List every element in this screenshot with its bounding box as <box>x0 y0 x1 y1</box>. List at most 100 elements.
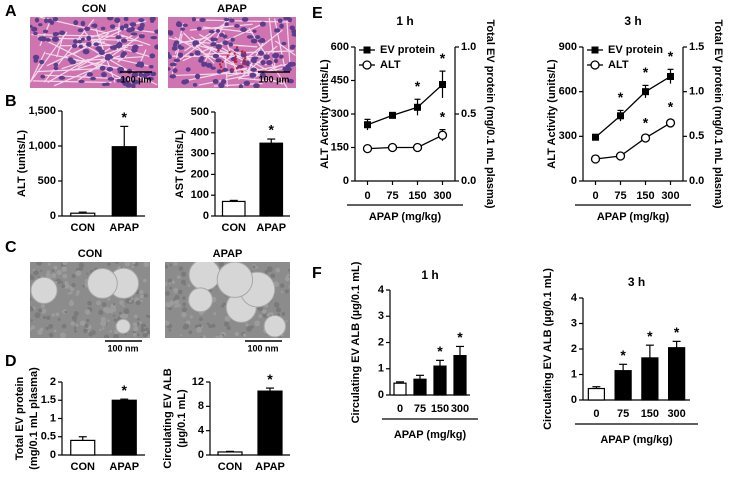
grain <box>103 334 110 338</box>
y2-tick-label: 0.5 <box>461 108 476 120</box>
nucleus <box>89 76 97 81</box>
y-tick-label: 500 <box>38 175 56 187</box>
legend-label: ALT <box>380 59 401 71</box>
nucleus <box>38 23 43 27</box>
grain <box>30 328 33 331</box>
grain <box>280 290 284 294</box>
marker <box>389 111 396 119</box>
vesicle <box>188 287 213 313</box>
grain <box>147 315 150 319</box>
y-tick-label: 1 <box>378 363 384 375</box>
sinusoid <box>190 36 256 79</box>
nucleus <box>223 17 230 22</box>
sinusoid <box>71 54 124 71</box>
significance: * <box>643 114 649 130</box>
grain <box>261 309 267 314</box>
grain <box>60 334 64 338</box>
grain <box>218 262 224 267</box>
grain <box>140 327 146 333</box>
nucleus <box>212 78 219 84</box>
y-tick-label: 1.5 <box>41 394 56 406</box>
marker <box>592 133 599 141</box>
grain <box>102 327 105 330</box>
grain <box>109 329 113 333</box>
bar <box>641 357 659 401</box>
nucleus <box>259 37 266 43</box>
grain <box>70 321 75 326</box>
nucleus <box>58 75 66 80</box>
nucleus <box>222 67 229 72</box>
sinusoid <box>61 46 129 70</box>
grain <box>30 297 32 301</box>
nucleus <box>37 36 44 41</box>
y-tick-label: 1 <box>50 412 56 424</box>
grain <box>84 323 89 328</box>
nucleus <box>171 46 178 51</box>
nucleus <box>42 29 49 34</box>
grain <box>40 308 47 314</box>
nucleus <box>80 37 85 41</box>
y-tick-label: 0 <box>198 449 204 461</box>
grain <box>56 269 62 276</box>
nucleus <box>91 23 96 28</box>
y-tick-label: 2 <box>378 336 384 348</box>
nucleus <box>95 46 102 51</box>
grain <box>181 312 187 318</box>
bar <box>453 355 467 396</box>
nucleus <box>255 35 261 40</box>
nucleus <box>107 55 114 59</box>
nucleus <box>215 58 222 63</box>
grain <box>222 302 226 306</box>
x-tick-label: 0 <box>397 403 403 415</box>
nucleus <box>71 43 78 49</box>
grain <box>246 326 252 332</box>
sinusoid <box>32 80 112 84</box>
grain <box>177 304 181 308</box>
nucleus <box>47 18 53 23</box>
y-label: Circulating EV ALB <box>162 368 174 468</box>
nucleus <box>121 51 127 56</box>
x-tick-label: 300 <box>451 403 469 415</box>
nucleus <box>274 28 281 33</box>
significance: * <box>437 343 443 359</box>
nucleus <box>252 29 257 33</box>
grain <box>135 300 141 306</box>
nucleus <box>53 66 59 71</box>
nucleus <box>259 72 266 78</box>
nucleus <box>138 18 145 23</box>
panel-label: C <box>5 239 17 256</box>
x-tick-label: 0 <box>364 190 370 202</box>
grain <box>42 315 47 320</box>
vesicle <box>115 318 131 334</box>
grain <box>100 320 107 327</box>
x-tick-label: CON <box>71 461 96 473</box>
bar <box>221 200 246 217</box>
nucleus <box>250 67 257 72</box>
panel-label: F <box>312 265 322 282</box>
series-line <box>367 134 443 150</box>
grain <box>165 264 169 269</box>
bar <box>70 439 96 456</box>
nucleus <box>205 62 213 68</box>
grain <box>198 323 202 328</box>
grain <box>61 284 66 289</box>
grain <box>129 299 132 303</box>
grain <box>167 304 172 308</box>
grain <box>177 289 183 295</box>
grain <box>266 312 271 317</box>
y-tick-label: 600 <box>559 86 577 98</box>
grain <box>73 311 79 316</box>
grain <box>267 269 271 272</box>
grain <box>48 332 54 338</box>
grain <box>76 290 80 294</box>
necrosis <box>233 60 236 64</box>
grain <box>30 307 34 312</box>
nucleus <box>154 44 158 50</box>
legend-label: ALT <box>608 59 629 71</box>
x-tick-label: APAP <box>255 461 285 473</box>
y-tick-label: 3 <box>378 310 384 322</box>
nucleus <box>180 27 185 31</box>
legend-marker <box>590 60 600 70</box>
vesicle <box>87 268 118 299</box>
